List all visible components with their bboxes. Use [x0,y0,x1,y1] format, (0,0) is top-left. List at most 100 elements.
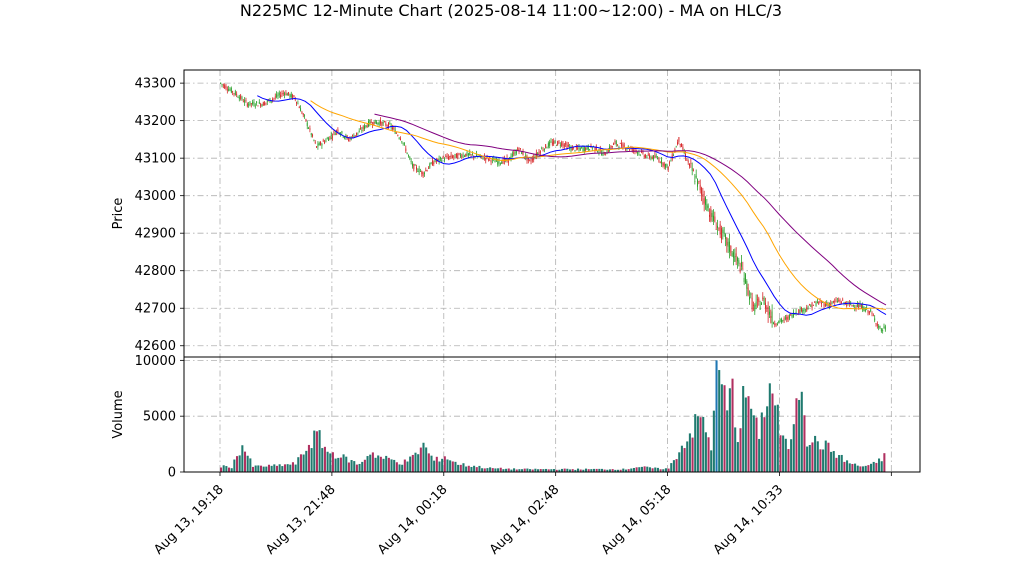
candle-body [370,121,372,124]
volume-bar [744,397,747,472]
volume-bar [454,461,457,472]
volume-bar [563,468,566,472]
candle-body [324,141,326,144]
candle-body [645,155,647,158]
candle-body [401,141,403,143]
volume-bar [547,469,550,472]
price-y-tick-label: 42700 [135,302,176,317]
candle-body [571,147,573,151]
candle-body [374,119,376,124]
volume-bar [446,459,449,472]
volume-bar [774,405,777,472]
candle-body [553,140,555,145]
volume-bar [513,468,516,472]
volume-bar [640,466,643,472]
volume-bar [363,459,366,472]
candle-body [277,94,279,97]
candle-body [649,155,651,158]
candle-body [840,302,842,304]
candle-body [248,104,250,106]
volume-bar [369,454,372,472]
candle-body [531,158,533,161]
volume-bar [481,468,484,472]
candle-body [699,184,701,191]
volume-bar [782,435,785,472]
candle-body [663,163,665,167]
volume-bar [819,449,822,472]
candle-body [815,302,817,306]
candle-body [459,154,461,157]
candle-body [727,241,729,247]
candle-body [278,92,280,96]
volume-bar [382,458,385,472]
candle-body [658,159,660,162]
candle-body [455,153,457,158]
candle-body [421,170,423,175]
candle-body [284,93,286,95]
candle-body [376,122,377,124]
candle-body [774,323,776,325]
candle-body [718,227,720,229]
volume-bar [771,393,774,472]
candle-body [717,225,718,228]
volume-panel: 0 5000 10000 Volume [111,354,921,481]
candle-body [583,146,585,152]
candle-body [661,159,663,164]
volume-bar [699,417,702,472]
candle-body [245,100,247,102]
candle-body [300,108,302,112]
volume-bar [241,445,244,472]
volume-bar [273,464,276,472]
volume-bar [342,454,345,472]
candle-body [735,253,737,257]
volume-bar [347,462,350,472]
candle-body [232,91,234,93]
volume-bar [824,440,827,472]
candle-body [607,149,609,153]
volume-bar [734,427,737,472]
volume-bar [483,468,486,472]
candle-body [782,320,784,322]
volume-bar [451,461,454,472]
volume-bar [529,469,532,472]
price-y-tick-label: 43300 [135,77,176,92]
candle-body [230,88,232,93]
candle-body [362,126,364,129]
volume-bar [393,459,396,472]
volume-bar [760,412,763,472]
volume-bar [691,437,694,472]
volume-bar [787,449,790,472]
volume-bar [739,428,742,472]
candle-body [416,166,417,170]
candle-body [494,160,496,163]
candle-body [610,146,612,149]
x-tick-label: Aug 14, 10:33 [711,482,787,558]
volume-y-ticks: 0 5000 10000 [135,354,184,481]
candle-body [558,141,560,143]
volume-bar [635,467,638,472]
candle-body [265,102,267,104]
volume-bar [595,468,598,472]
volume-bar [542,469,545,472]
volume-bar [835,457,838,472]
candle-body [366,125,368,128]
candle-body [309,128,311,130]
candle-body [264,102,266,106]
volume-bar [816,441,819,472]
volume-bar [220,467,223,472]
volume-bar [558,469,561,472]
candle-body [273,97,275,99]
candle-body [519,148,521,150]
candle-body [272,99,274,100]
volume-bar [667,468,670,472]
candle-body [457,154,459,159]
volume-bar [270,465,273,472]
candle-body [539,150,541,154]
volume-bar [243,451,247,472]
candle-body [513,152,515,154]
candle-body [713,215,714,222]
candle-body [868,311,870,314]
volume-bar [614,469,617,472]
candle-body [361,130,363,131]
